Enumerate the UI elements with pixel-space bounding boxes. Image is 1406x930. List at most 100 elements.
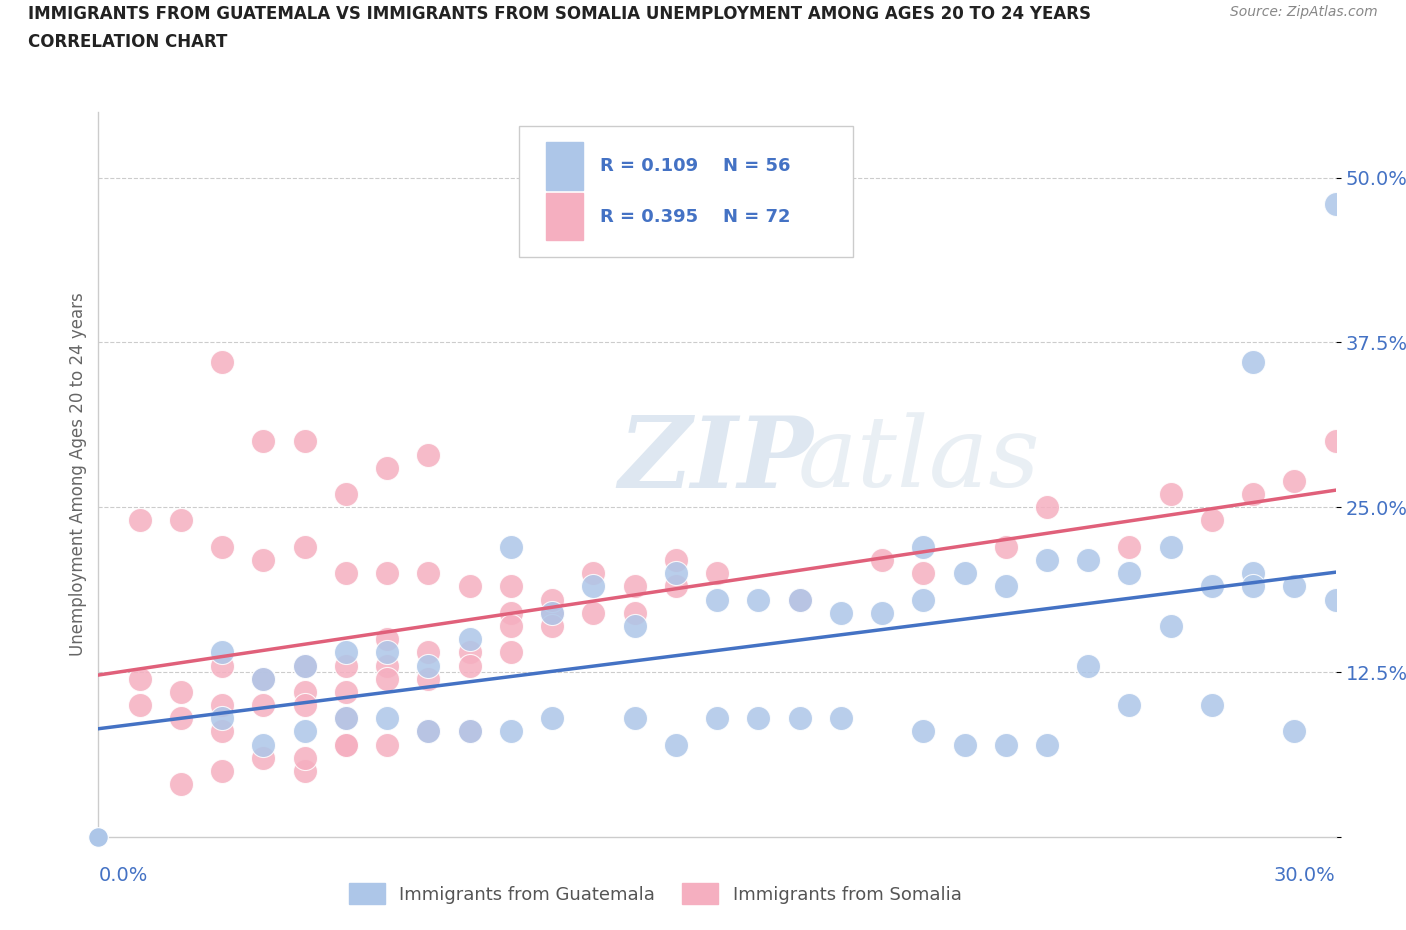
Point (294, 658, 316, 673)
Point (912, 724, 935, 739)
Point (458, 579, 481, 594)
Point (128, 698, 150, 712)
Point (582, 579, 605, 594)
Point (418, 658, 440, 673)
Point (458, 631, 481, 646)
Bar (547, 142, 583, 190)
Point (211, 764, 233, 778)
Point (789, 592, 811, 607)
Point (294, 539, 316, 554)
Point (623, 579, 645, 594)
Point (1118, 565, 1140, 580)
Point (789, 711, 811, 725)
Point (294, 684, 316, 699)
Point (1118, 539, 1140, 554)
Point (830, 711, 852, 725)
Point (1160, 486, 1182, 501)
Point (1036, 552, 1059, 567)
Point (623, 711, 645, 725)
Point (1077, 658, 1099, 673)
Bar (547, 193, 583, 240)
Point (211, 658, 233, 673)
Text: 30.0%: 30.0% (1274, 866, 1336, 885)
Point (870, 605, 893, 620)
Point (1324, 434, 1347, 449)
Point (1077, 552, 1099, 567)
Point (541, 711, 564, 725)
Point (252, 434, 274, 449)
Point (706, 565, 728, 580)
Point (418, 724, 440, 739)
Point (1241, 486, 1264, 501)
Text: R = 0.109: R = 0.109 (599, 157, 697, 175)
Point (211, 539, 233, 554)
Point (1201, 513, 1223, 528)
Point (1036, 737, 1059, 752)
Point (747, 592, 769, 607)
Point (252, 751, 274, 765)
Point (582, 565, 605, 580)
Point (211, 711, 233, 725)
Point (994, 539, 1017, 554)
Point (747, 711, 769, 725)
Text: R = 0.395: R = 0.395 (599, 207, 697, 226)
Point (294, 434, 316, 449)
Point (1118, 698, 1140, 712)
Point (1160, 618, 1182, 633)
Point (294, 751, 316, 765)
Point (499, 644, 522, 659)
Text: ZIP: ZIP (619, 412, 813, 508)
Point (458, 724, 481, 739)
Point (665, 737, 688, 752)
Point (418, 447, 440, 462)
Text: IMMIGRANTS FROM GUATEMALA VS IMMIGRANTS FROM SOMALIA UNEMPLOYMENT AMONG AGES 20 : IMMIGRANTS FROM GUATEMALA VS IMMIGRANTS … (28, 5, 1091, 22)
Point (499, 605, 522, 620)
Point (252, 737, 274, 752)
Text: Source: ZipAtlas.com: Source: ZipAtlas.com (1230, 5, 1378, 19)
Point (418, 724, 440, 739)
Point (912, 565, 935, 580)
Text: N = 56: N = 56 (723, 157, 790, 175)
Point (912, 592, 935, 607)
Point (706, 711, 728, 725)
Point (870, 552, 893, 567)
Point (375, 460, 398, 475)
Point (458, 724, 481, 739)
Point (335, 737, 357, 752)
Point (335, 486, 357, 501)
Point (375, 671, 398, 686)
Point (994, 579, 1017, 594)
Point (458, 644, 481, 659)
Point (1284, 473, 1306, 488)
FancyBboxPatch shape (519, 126, 853, 257)
Text: CORRELATION CHART: CORRELATION CHART (28, 33, 228, 50)
Point (499, 724, 522, 739)
Point (252, 552, 274, 567)
Point (252, 671, 274, 686)
Text: N = 72: N = 72 (723, 207, 790, 226)
Point (335, 737, 357, 752)
Point (128, 513, 150, 528)
Point (170, 513, 193, 528)
Point (1324, 196, 1347, 211)
Point (1241, 579, 1264, 594)
Point (953, 565, 976, 580)
Point (335, 711, 357, 725)
Point (706, 592, 728, 607)
Point (541, 605, 564, 620)
Point (830, 605, 852, 620)
Point (541, 618, 564, 633)
Point (252, 698, 274, 712)
Point (335, 658, 357, 673)
Point (912, 539, 935, 554)
Point (335, 684, 357, 699)
Point (1324, 592, 1347, 607)
Point (1241, 565, 1264, 580)
Point (1284, 579, 1306, 594)
Text: atlas: atlas (797, 412, 1040, 508)
Point (294, 698, 316, 712)
Point (1201, 579, 1223, 594)
Point (375, 631, 398, 646)
Point (252, 671, 274, 686)
Point (1241, 354, 1264, 369)
